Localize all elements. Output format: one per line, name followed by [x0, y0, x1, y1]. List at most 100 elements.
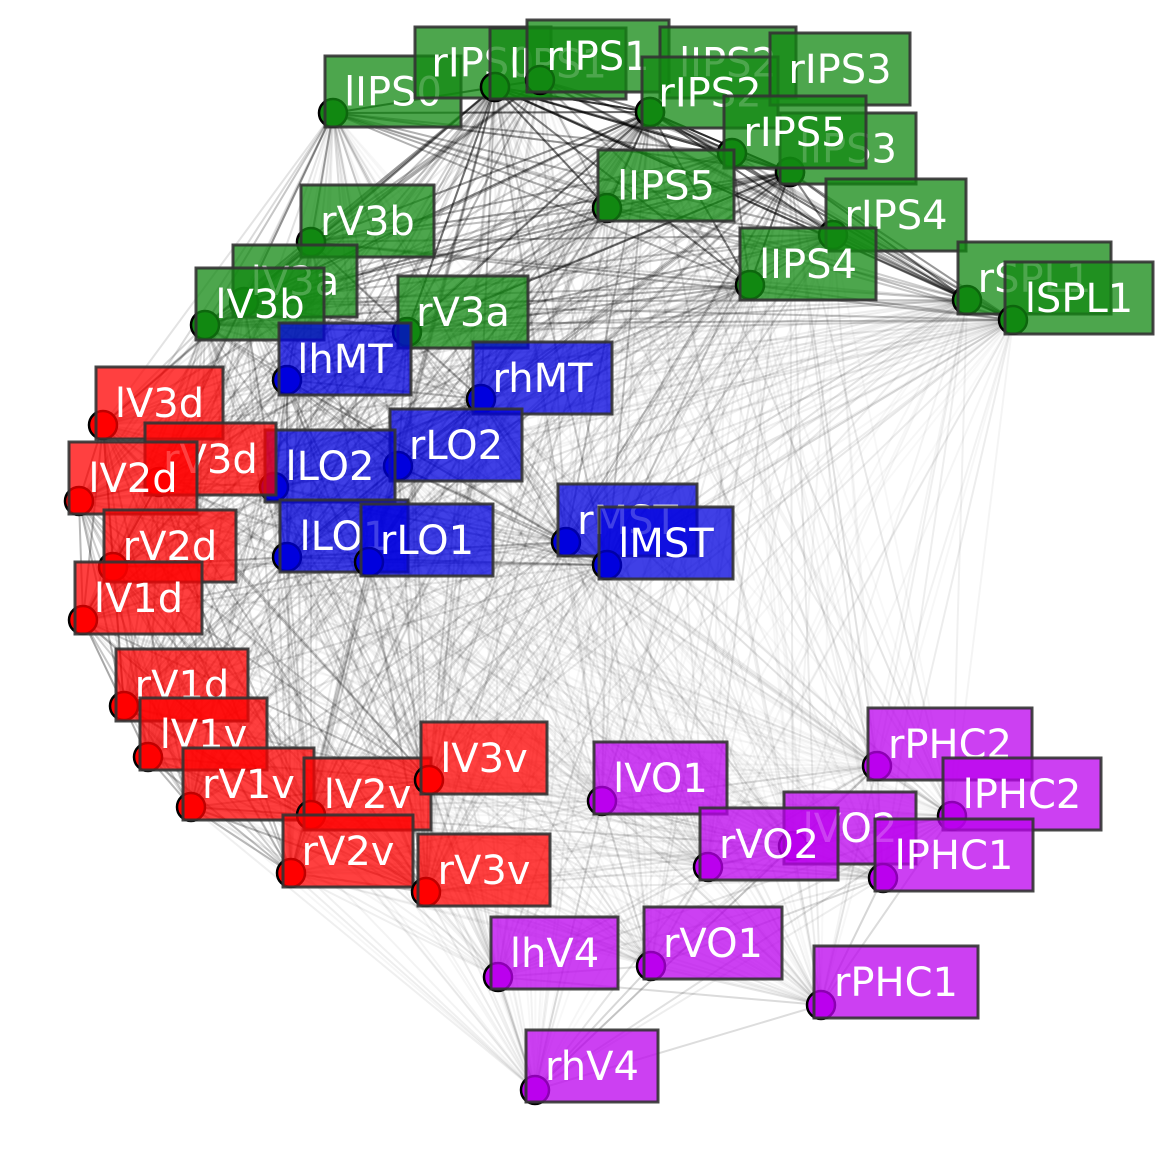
node-lPHC1[interactable]: lPHC1 — [867, 817, 1035, 894]
edge-lIPS2-rV2v — [290, 111, 651, 874]
edge-lIPS2-rV1d — [123, 111, 651, 707]
node-lVO1[interactable]: lVO1 — [586, 740, 729, 817]
node-rV3a[interactable]: rV3a — [391, 274, 530, 350]
node-label-box — [873, 817, 1035, 893]
edge-lIPS0-lIPS5 — [332, 112, 608, 209]
edge-lIPS1-rPHC2 — [494, 86, 878, 767]
edge-rSPL1-rPHC1 — [820, 299, 968, 1006]
node-label: rV2v — [302, 829, 395, 875]
node-label: rVO2 — [719, 822, 819, 868]
edge-rIPS4-rVO2 — [707, 234, 834, 868]
edge-rIPS0-lPHC2 — [494, 86, 953, 817]
edge-rIPS5-lV3v — [428, 152, 733, 781]
node-label: rPHC1 — [834, 960, 958, 1006]
edge-rIPS2-rSPL1 — [649, 111, 968, 301]
node-label: lVO1 — [613, 756, 708, 802]
edge-rIPS1-rSPL1 — [539, 79, 968, 301]
edge-rV2d-rPHC2 — [112, 566, 878, 767]
node-label: lV1d — [94, 576, 183, 622]
edge-rMST-rhV4 — [534, 541, 567, 1091]
node-rhMT[interactable]: rhMT — [465, 340, 614, 416]
edge-rV3d-rVO1 — [158, 481, 652, 967]
node-rVO2[interactable]: rVO2 — [692, 806, 840, 883]
node-lV3b[interactable]: lV3b — [189, 266, 326, 342]
node-label: rV3b — [320, 199, 415, 245]
edge-lSPL1-rPHC2 — [876, 319, 1014, 767]
node-label-box — [263, 428, 397, 504]
edge-rIPS0-lIPS5 — [494, 86, 608, 209]
edge-rLO1-rPHC2 — [368, 561, 878, 767]
edge-lLO1-lV3v — [286, 556, 430, 781]
edge-rIPS1-lSPL1 — [539, 79, 1014, 321]
node-rV2v[interactable]: rV2v — [275, 813, 415, 889]
edge-lIPS1-lVO2 — [494, 86, 794, 847]
node-label-box — [597, 505, 735, 581]
node-label-box — [812, 944, 980, 1020]
node-rLO2[interactable]: rLO2 — [382, 407, 524, 483]
node-lLO2[interactable]: lLO2 — [258, 428, 397, 504]
edge-lIPS4-rPHC1 — [749, 284, 822, 1006]
node-label: rIPS5 — [743, 110, 846, 156]
edge-lIPS2-rIPS4 — [649, 111, 834, 236]
edge-lV3v-rhV4 — [428, 779, 536, 1091]
node-label-box — [281, 813, 415, 889]
edge-lIPS1-lIPS5 — [494, 86, 608, 209]
node-label: lIPS5 — [617, 164, 715, 210]
node-lhV4[interactable]: lhV4 — [482, 915, 620, 993]
node-lIPS5[interactable]: lIPS5 — [591, 148, 736, 224]
edge-rIPS4-lhV4 — [497, 234, 834, 978]
node-lV1d[interactable]: lV1d — [67, 560, 204, 636]
edge-lIPS2-lV3v — [428, 111, 651, 781]
edge-rSPL1-rV2d — [112, 299, 968, 568]
edge-lMST-rVO2 — [606, 564, 709, 868]
node-label: rhMT — [492, 356, 593, 402]
node-label-box — [768, 31, 912, 107]
node-rIPS5[interactable]: rIPS5 — [716, 94, 868, 170]
node-label-box — [738, 226, 878, 302]
node-rV3v[interactable]: rV3v — [410, 832, 552, 908]
node-label: lV2d — [88, 456, 177, 502]
node-label: rIPS3 — [788, 47, 891, 93]
edge-rIPS2-lV3v — [428, 111, 651, 781]
node-label-box — [592, 740, 729, 816]
edge-lIPS0-rIPS4 — [332, 112, 834, 236]
edge-rIPS1-rMST — [539, 79, 567, 543]
edge-rIPS4-lVO2 — [792, 234, 834, 847]
edge-rV1v-lhV4 — [190, 806, 499, 978]
node-rVO1[interactable]: rVO1 — [635, 905, 784, 982]
edge-rIPS5-rV2v — [290, 152, 733, 874]
edge-lIPS1-lLO2 — [273, 86, 496, 488]
edge-rIPS4-rPHC2 — [832, 234, 878, 767]
edge-rLO1-rhV4 — [368, 561, 536, 1091]
node-lV3v[interactable]: lV3v — [413, 720, 549, 796]
node-label: lLO2 — [286, 444, 375, 490]
edge-rIPS1-lIPS5 — [539, 79, 608, 209]
edge-rIPS1-lV1v — [147, 79, 541, 758]
edge-rV2v-lhV4 — [290, 872, 499, 978]
node-lV2d[interactable]: lV2d — [63, 440, 199, 517]
edge-lIPS4-lPHC1 — [749, 284, 884, 879]
node-lMST[interactable]: lMST — [591, 505, 735, 581]
node-rPHC1[interactable]: rPHC1 — [805, 944, 980, 1021]
node-label: rV3a — [416, 290, 510, 336]
edge-lIPS3-rV2d — [112, 171, 791, 568]
node-label: lV3b — [215, 282, 304, 328]
node-rV1v[interactable]: rV1v — [175, 746, 316, 823]
edge-lIPS4-rVO1 — [650, 284, 751, 967]
edge-rIPS0-lLO2 — [273, 86, 496, 488]
node-label: rhV4 — [545, 1044, 639, 1090]
node-lIPS4[interactable]: lIPS4 — [734, 226, 878, 302]
node-lhMT[interactable]: lhMT — [271, 321, 413, 397]
nodes-layer: lIPS0rIPS0lIPS1rIPS1lIPS2rIPS2rIPS3lIPS3… — [63, 18, 1155, 1106]
edge-rIPS5-lV2v — [310, 152, 733, 816]
edge-rIPS2-rV1d — [123, 111, 651, 707]
edge-rIPS0-rMST — [494, 86, 567, 543]
node-label: rVO1 — [663, 921, 763, 967]
edge-lIPS5-lPHC1 — [606, 207, 884, 879]
edge-rIPS0-lVO1 — [494, 86, 603, 802]
edge-lMST-lVO2 — [606, 564, 794, 847]
node-lSPL1[interactable]: lSPL1 — [997, 260, 1155, 336]
node-rhV4[interactable]: rhV4 — [519, 1028, 660, 1106]
node-rLO1[interactable]: rLO1 — [353, 502, 495, 578]
node-label: lIPS4 — [759, 242, 857, 288]
